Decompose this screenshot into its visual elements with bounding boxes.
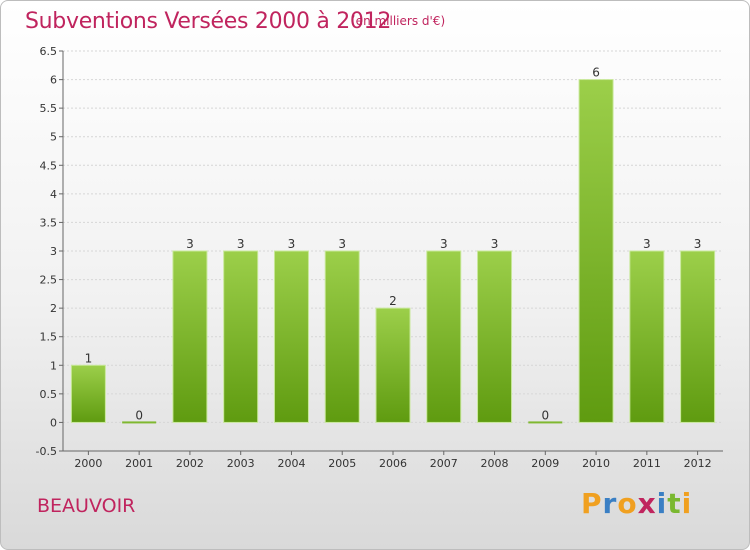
x-tick-label: 2002: [176, 457, 204, 470]
x-tick-label: 2001: [125, 457, 153, 470]
bars: [70, 79, 716, 424]
logo-letter: o: [617, 487, 638, 520]
bar-2008: [477, 250, 513, 423]
bar-2012: [680, 250, 716, 423]
bar-2006: [375, 307, 411, 423]
data-label-2012: 3: [694, 237, 702, 251]
data-label-2000: 1: [85, 351, 93, 365]
y-tick-label: 1.5: [40, 331, 58, 344]
data-label-2001: 0: [135, 408, 143, 422]
x-tick-label: 2005: [328, 457, 356, 470]
logo-letter: t: [667, 487, 682, 520]
x-tick-label: 2011: [633, 457, 661, 470]
logo-letter: P: [581, 487, 603, 520]
bar-2005: [324, 250, 360, 423]
data-label-2010: 6: [592, 66, 600, 80]
bar-2007: [426, 250, 462, 423]
y-tick-label: 6.5: [40, 45, 58, 58]
data-label-2004: 3: [288, 237, 296, 251]
logo-letter: x: [637, 487, 657, 520]
bar-2003: [223, 250, 259, 423]
x-tick-label: 2008: [481, 457, 509, 470]
y-tick-label: 2: [50, 302, 57, 315]
x-tick-label: 2006: [379, 457, 407, 470]
x-tick-label: 2004: [277, 457, 305, 470]
y-tick-label: 4: [50, 188, 57, 201]
y-tick-label: 3: [50, 245, 57, 258]
data-label-2003: 3: [237, 237, 245, 251]
bar-2009: [528, 421, 563, 424]
chart-title: Subventions Versées 2000 à 2012: [25, 9, 392, 34]
y-tick-label: 2.5: [40, 274, 58, 287]
axes: [59, 50, 723, 455]
logo-letter: i: [681, 487, 693, 520]
data-label-2007: 3: [440, 237, 448, 251]
y-tick-label: 6: [50, 74, 57, 87]
y-tick-label: 5.5: [40, 102, 58, 115]
x-tick-label: 2012: [684, 457, 712, 470]
y-tick-label: -0.5: [36, 445, 57, 458]
bar-2011: [629, 250, 665, 423]
data-label-2005: 3: [338, 237, 346, 251]
data-label-2011: 3: [643, 237, 651, 251]
y-tick-label: 0.5: [40, 388, 58, 401]
x-tick-label: 2000: [74, 457, 102, 470]
x-tick-label: 2007: [430, 457, 458, 470]
labels: -0.500.511.522.533.544.555.566.512000020…: [36, 45, 712, 470]
y-tick-label: 5: [50, 131, 57, 144]
y-tick-label: 4.5: [40, 159, 58, 172]
y-tick-label: 0: [50, 416, 57, 429]
x-tick-label: 2003: [227, 457, 255, 470]
y-tick-label: 3.5: [40, 216, 58, 229]
y-tick-label: 1: [50, 359, 57, 372]
data-label-2006: 2: [389, 294, 397, 308]
commune-name: BEAUVOIR: [37, 495, 136, 517]
bar-2004: [273, 250, 309, 423]
proxiti-logo: Proxiti: [581, 487, 692, 520]
bar-2000: [70, 364, 106, 423]
bar-2001: [122, 421, 157, 424]
bar-2002: [172, 250, 208, 423]
data-label-2008: 3: [491, 237, 499, 251]
logo-letter: r: [602, 487, 618, 520]
chart-subtitle: (en milliers d'€): [351, 14, 446, 28]
x-tick-label: 2009: [531, 457, 559, 470]
x-tick-label: 2010: [582, 457, 610, 470]
bar-2010: [578, 79, 614, 423]
data-label-2002: 3: [186, 237, 194, 251]
logo-letter: i: [656, 487, 668, 520]
data-label-2009: 0: [541, 408, 549, 422]
